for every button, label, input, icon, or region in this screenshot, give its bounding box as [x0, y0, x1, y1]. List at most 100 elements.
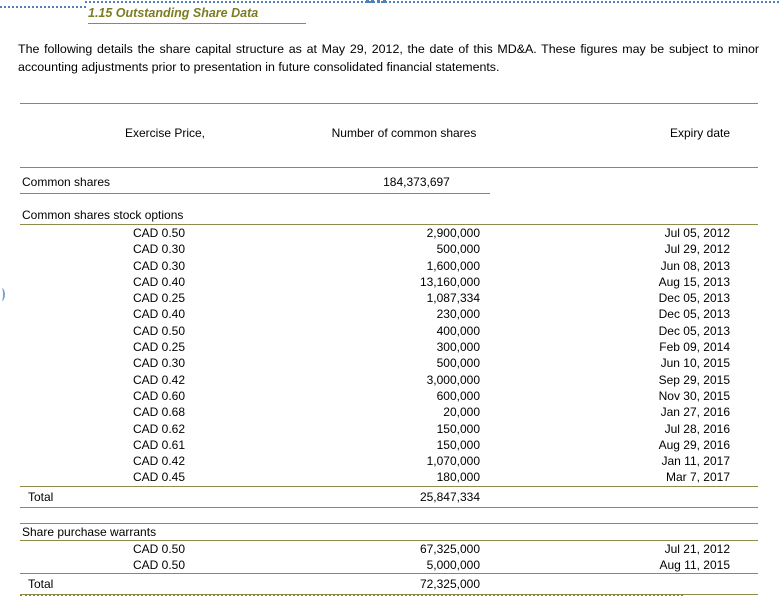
warrant-row: CAD 0.50 67,325,000 Jul 21, 2012 — [20, 541, 758, 557]
options-total-row: Total 25,847,334 — [20, 487, 758, 507]
header-bottom-rule — [20, 167, 758, 168]
option-row: CAD 0.30 1,600,000 Jun 08, 2013 — [20, 258, 758, 274]
option-share-count: 400,000 — [436, 323, 480, 338]
section-heading: 1.15 Outstanding Share Data — [88, 6, 306, 24]
option-share-count: 1,600,000 — [426, 258, 480, 273]
warrants-total-bottom-rule — [20, 594, 758, 596]
option-expiry-date: Jun 10, 2015 — [660, 356, 730, 371]
option-row: CAD 0.60 600,000 Nov 30, 2015 — [20, 388, 758, 404]
option-exercise-price: CAD 0.50 — [132, 323, 185, 338]
option-share-count: 13,160,000 — [419, 274, 480, 289]
option-row: CAD 0.40 13,160,000 Aug 15, 2013 — [20, 274, 758, 290]
option-expiry-date: Jul 28, 2016 — [664, 421, 730, 436]
section-spacer — [20, 508, 758, 523]
warrants-section-label: Share purchase warrants — [22, 524, 157, 539]
option-expiry-date: Jul 05, 2012 — [664, 226, 730, 240]
option-share-count: 500,000 — [436, 356, 480, 371]
option-expiry-date: Feb 09, 2014 — [659, 340, 730, 355]
option-expiry-date: Mar 7, 2017 — [665, 470, 730, 485]
page-boundary-dots-cluster — [366, 0, 386, 3]
warrant-expiry-date: Jul 21, 2012 — [664, 541, 730, 556]
common-shares-underline — [20, 193, 490, 194]
option-exercise-price: CAD 0.68 — [132, 405, 185, 420]
option-expiry-date: Aug 29, 2016 — [658, 437, 730, 452]
page-boundary-dots-top — [85, 1, 779, 3]
option-exercise-price: CAD 0.30 — [132, 258, 185, 273]
stock-options-section-label: Common shares stock options — [22, 208, 184, 222]
option-expiry-date: Jul 29, 2012 — [664, 242, 730, 257]
warrants-total-number: 72,325,000 — [419, 577, 480, 592]
option-row: CAD 0.25 300,000 Feb 09, 2014 — [20, 339, 758, 355]
option-share-count: 500,000 — [436, 242, 480, 257]
option-share-count: 230,000 — [436, 307, 480, 322]
options-total-label: Total — [28, 489, 54, 504]
option-share-count: 1,087,334 — [426, 291, 480, 306]
warrants-section-row: Share purchase warrants — [20, 524, 758, 540]
common-shares-expiry-empty — [498, 168, 758, 193]
option-expiry-date: Nov 30, 2015 — [658, 388, 730, 403]
option-expiry-date: Jan 27, 2016 — [660, 405, 730, 420]
option-row: CAD 0.42 1,070,000 Jan 11, 2017 — [20, 453, 758, 469]
column-header-number-of-shares: Number of common shares — [331, 126, 477, 140]
option-row: CAD 0.25 1,087,334 Dec 05, 2013 — [20, 290, 758, 306]
option-exercise-price: CAD 0.42 — [132, 372, 185, 387]
option-row: CAD 0.61 150,000 Aug 29, 2016 — [20, 437, 758, 453]
options-total-bottom-rule — [20, 506, 758, 508]
option-exercise-price: CAD 0.62 — [132, 421, 185, 436]
warrant-row: CAD 0.50 5,000,000 Aug 11, 2015 — [20, 557, 758, 573]
share-capital-table: Exercise Price, Number of common shares … — [20, 103, 758, 596]
option-exercise-price: CAD 0.30 — [132, 242, 185, 257]
warrants-total-empty — [498, 574, 758, 594]
option-expiry-date: Aug 15, 2013 — [658, 274, 730, 289]
option-row: CAD 0.40 230,000 Dec 05, 2013 — [20, 306, 758, 322]
option-share-count: 20,000 — [443, 405, 480, 420]
option-row: CAD 0.30 500,000 Jul 29, 2012 — [20, 241, 758, 257]
warrant-expiry-date: Aug 11, 2015 — [659, 558, 730, 573]
option-exercise-price: CAD 0.60 — [132, 388, 185, 403]
option-row: CAD 0.68 20,000 Jan 27, 2016 — [20, 404, 758, 420]
option-share-count: 150,000 — [436, 421, 480, 436]
common-shares-number: 184,373,697 — [383, 175, 450, 189]
options-total-top-rule — [20, 485, 758, 487]
option-share-count: 180,000 — [436, 470, 480, 485]
option-exercise-price: CAD 0.61 — [132, 437, 185, 452]
option-row: CAD 0.30 500,000 Jun 10, 2015 — [20, 355, 758, 371]
left-margin-marker — [0, 288, 5, 301]
option-exercise-price: CAD 0.45 — [132, 470, 185, 485]
option-share-count: 1,070,000 — [426, 454, 480, 469]
warrants-total-top-rule — [20, 573, 758, 575]
warrant-exercise-price: CAD 0.50 — [132, 558, 185, 573]
option-expiry-date: Dec 05, 2013 — [658, 307, 730, 322]
table-top-rule — [20, 103, 758, 104]
stock-options-section-row: Common shares stock options — [20, 194, 758, 224]
option-row: CAD 0.42 3,000,000 Sep 29, 2015 — [20, 372, 758, 388]
option-expiry-date: Sep 29, 2015 — [658, 372, 730, 387]
option-share-count: 600,000 — [436, 388, 480, 403]
option-share-count: 150,000 — [436, 437, 480, 452]
stock-options-section-empty — [498, 194, 758, 224]
option-row: CAD 0.45 180,000 Mar 7, 2017 — [20, 469, 758, 485]
warrants-top-rule — [20, 522, 758, 524]
warrants-total-row: Total 72,325,000 — [20, 574, 758, 594]
option-exercise-price: CAD 0.40 — [132, 274, 185, 289]
option-exercise-price: CAD 0.25 — [132, 291, 185, 306]
table-header-row: Exercise Price, Number of common shares … — [20, 104, 758, 167]
option-exercise-price: CAD 0.50 — [132, 226, 185, 240]
warrant-share-count: 67,325,000 — [419, 541, 480, 556]
warrant-exercise-price: CAD 0.50 — [132, 541, 185, 556]
warrants-header-rule — [20, 539, 758, 541]
option-share-count: 2,900,000 — [426, 226, 480, 240]
warrant-share-count: 5,000,000 — [426, 558, 480, 573]
option-row: CAD 0.62 150,000 Jul 28, 2016 — [20, 421, 758, 437]
warrants-section-empty — [498, 524, 758, 540]
common-shares-row: Common shares 184,373,697 — [20, 168, 758, 193]
common-shares-label: Common shares — [22, 175, 111, 189]
option-share-count: 300,000 — [436, 340, 480, 355]
option-expiry-date: Jun 08, 2013 — [660, 258, 730, 273]
warrants-total-label: Total — [28, 577, 54, 592]
option-expiry-date: Dec 05, 2013 — [658, 291, 730, 306]
option-row: CAD 0.50 2,900,000 Jul 05, 2012 — [20, 225, 758, 241]
option-exercise-price: CAD 0.25 — [132, 340, 185, 355]
option-expiry-date: Jan 11, 2017 — [661, 454, 730, 469]
